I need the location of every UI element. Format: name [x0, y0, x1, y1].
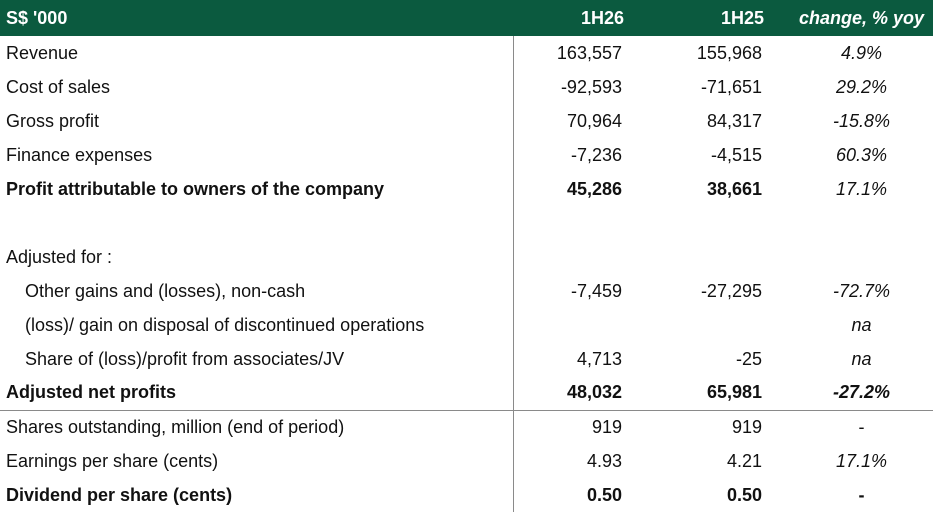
row-label: Adjusted for :: [0, 240, 514, 274]
row-shares-outstanding: Shares outstanding, million (end of peri…: [0, 409, 933, 444]
value-1h26: 4.93: [586, 450, 622, 471]
row-associates: Share of (loss)/profit from associates/J…: [0, 342, 933, 376]
value-1h25: 0.50: [726, 484, 762, 505]
value-change: [790, 206, 933, 240]
value-1h26: [513, 308, 650, 342]
row-adjusted-net-profits: Adjusted net profits 48,032 65,981 -27.2…: [0, 376, 933, 410]
value-change: na: [851, 314, 872, 335]
value-change: 17.1%: [835, 450, 888, 471]
row-label: Other gains and (losses), non-cash: [0, 274, 514, 308]
table-body: Revenue 163,557 155,968 4.9% Cost of sal…: [0, 36, 933, 512]
row-revenue: Revenue 163,557 155,968 4.9%: [0, 36, 933, 70]
value-change: na: [851, 348, 872, 369]
value-1h26: [513, 206, 650, 240]
row-cost-of-sales: Cost of sales -92,593 -71,651 29.2%: [0, 70, 933, 104]
row-label: [0, 206, 514, 240]
value-change: 60.3%: [835, 144, 888, 165]
value-change: [790, 240, 933, 274]
row-label: Dividend per share (cents): [0, 478, 514, 512]
row-label: Adjusted net profits: [0, 376, 514, 410]
value-change: -72.7%: [832, 280, 891, 301]
row-label: Finance expenses: [0, 138, 514, 172]
value-1h25: 919: [650, 409, 790, 444]
value-1h26: 45,286: [566, 178, 622, 199]
row-label: Gross profit: [0, 104, 514, 138]
value-1h25: -71,651: [700, 76, 762, 97]
row-label: (loss)/ gain on disposal of discontinued…: [0, 308, 514, 342]
value-1h26: [513, 240, 650, 274]
value-1h25: 84,317: [706, 110, 762, 131]
value-1h26: 4,713: [576, 348, 622, 369]
value-change: 29.2%: [835, 76, 888, 97]
row-label: Revenue: [0, 36, 514, 70]
value-change: 4.9%: [840, 42, 883, 63]
value-1h26: -92,593: [560, 76, 622, 97]
value-change: -27.2%: [832, 382, 891, 403]
row-label: Shares outstanding, million (end of peri…: [0, 409, 514, 444]
value-1h25: 38,661: [706, 178, 762, 199]
value-1h26: 163,557: [556, 42, 622, 63]
value-1h25: -4,515: [710, 144, 762, 165]
row-adjusted-for: Adjusted for :: [0, 240, 933, 274]
row-label: Cost of sales: [0, 70, 514, 104]
row-label: Profit attributable to owners of the com…: [0, 172, 514, 206]
row-finance-expenses: Finance expenses -7,236 -4,515 60.3%: [0, 138, 933, 172]
value-1h26: 919: [513, 409, 650, 444]
value-1h26: -7,459: [570, 280, 622, 301]
row-eps: Earnings per share (cents) 4.93 4.21 17.…: [0, 444, 933, 478]
row-label: Earnings per share (cents): [0, 444, 514, 478]
row-disposal: (loss)/ gain on disposal of discontinued…: [0, 308, 933, 342]
header-1h26: 1H26: [580, 7, 624, 28]
row-label: Share of (loss)/profit from associates/J…: [0, 342, 514, 376]
value-1h25: -27,295: [700, 280, 762, 301]
value-change: -15.8%: [832, 110, 891, 131]
value-1h25: [650, 240, 790, 274]
value-change: -: [858, 484, 865, 505]
value-1h25: [650, 206, 790, 240]
row-profit-attributable: Profit attributable to owners of the com…: [0, 172, 933, 206]
row-dps: Dividend per share (cents) 0.50 0.50 -: [0, 478, 933, 512]
value-change: 17.1%: [835, 178, 888, 199]
value-change: -: [790, 409, 933, 444]
value-1h25: 155,968: [696, 42, 762, 63]
value-1h25: [650, 308, 790, 342]
value-1h25: -25: [735, 348, 762, 369]
header-1h25: 1H25: [720, 7, 764, 28]
value-1h25: 65,981: [706, 382, 762, 403]
row-spacer: [0, 206, 933, 240]
header-label: S$ '000: [6, 7, 68, 28]
value-1h26: 0.50: [586, 484, 622, 505]
row-gross-profit: Gross profit 70,964 84,317 -15.8%: [0, 104, 933, 138]
header-row: S$ '000 1H26 1H25 change, % yoy: [0, 0, 933, 36]
value-1h26: 70,964: [566, 110, 622, 131]
value-1h26: -7,236: [570, 144, 622, 165]
header-change: change, % yoy: [798, 7, 925, 28]
table-header: S$ '000 1H26 1H25 change, % yoy: [0, 0, 933, 36]
row-other-gains: Other gains and (losses), non-cash -7,45…: [0, 274, 933, 308]
value-1h25: 4.21: [726, 450, 762, 471]
value-1h26: 48,032: [566, 382, 622, 403]
